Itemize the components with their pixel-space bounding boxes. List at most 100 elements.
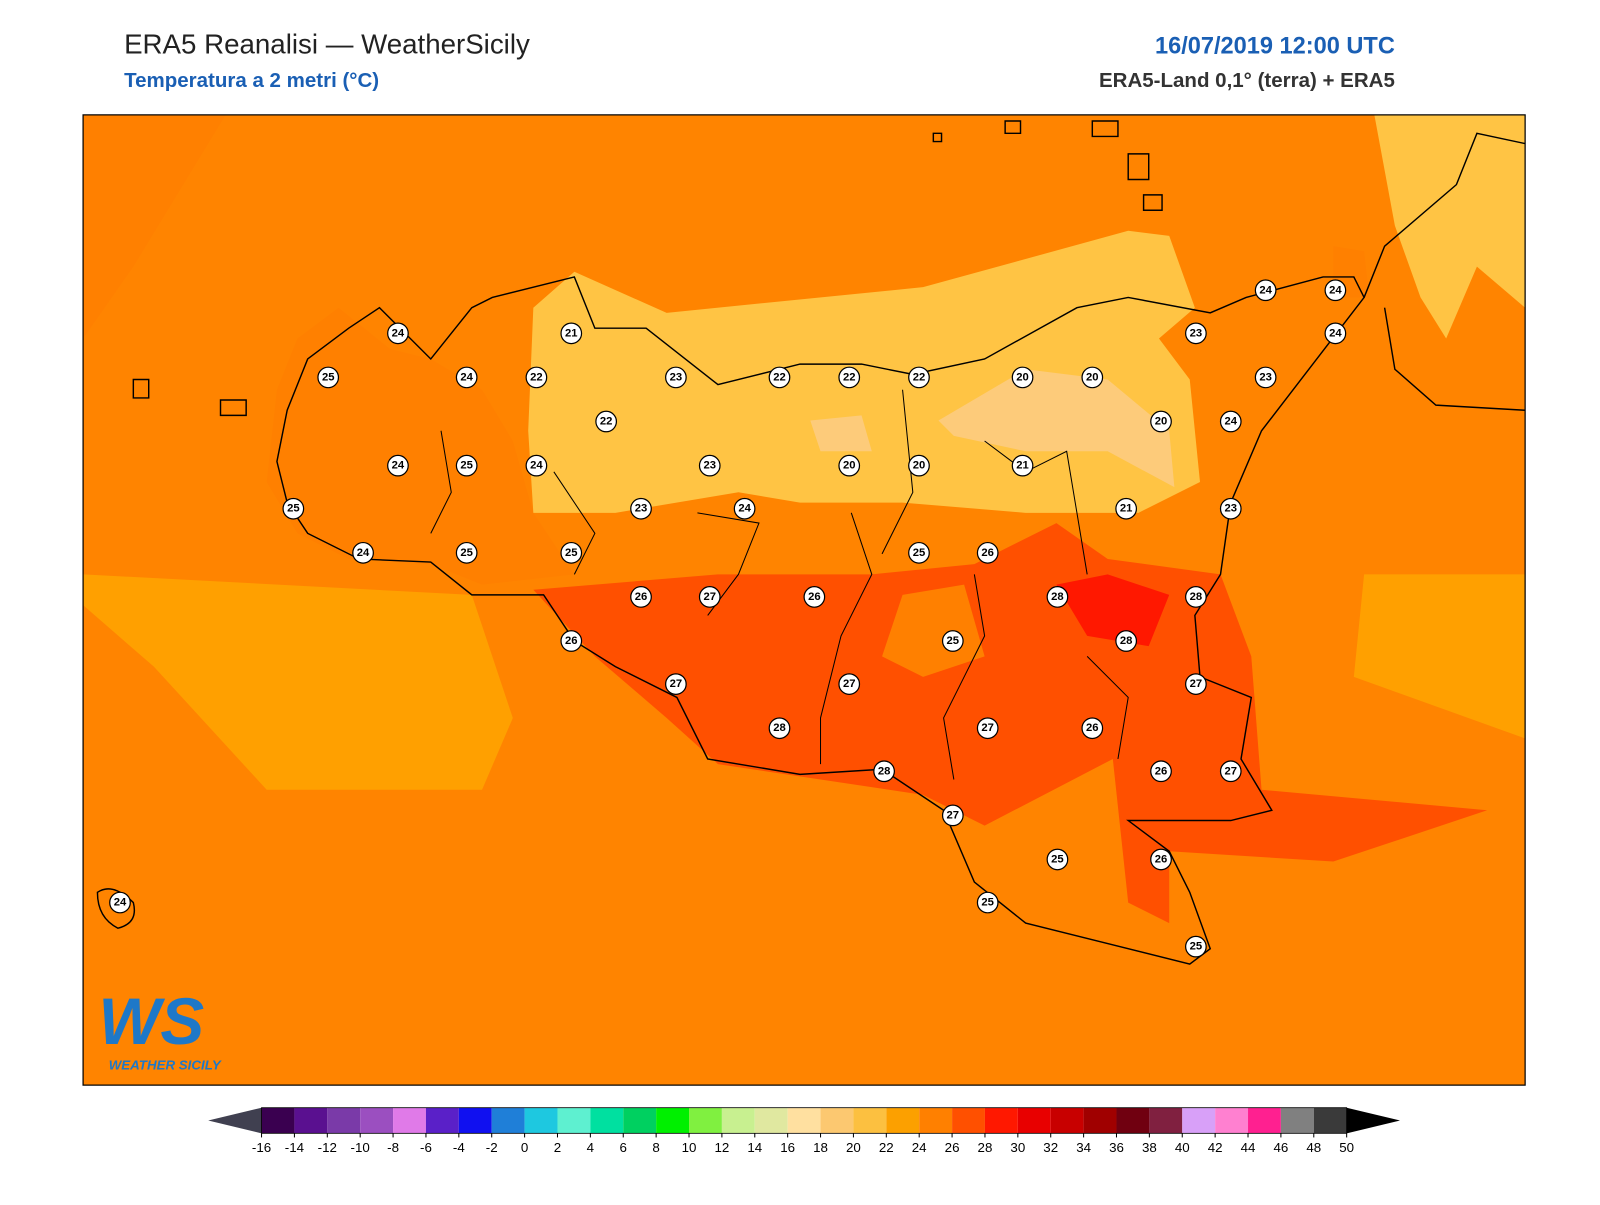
station-marker	[352, 541, 374, 564]
station-marker	[1115, 497, 1138, 520]
station-marker	[1046, 848, 1069, 871]
station-marker	[455, 366, 478, 389]
station-marker	[803, 586, 826, 608]
colorbar-box	[1017, 1107, 1051, 1134]
station-marker	[1011, 454, 1034, 477]
station-label: 21	[1016, 460, 1029, 472]
colorbar-box	[524, 1107, 558, 1134]
colorbar-box	[1215, 1107, 1249, 1134]
station-marker	[908, 366, 930, 389]
station-marker	[630, 586, 652, 608]
station-marker	[1150, 410, 1172, 433]
station-marker	[1185, 935, 1207, 958]
station-label: 24	[460, 371, 473, 383]
station-label: 22	[600, 416, 613, 428]
station-label: 25	[981, 897, 994, 909]
station-marker	[1219, 760, 1242, 783]
colorbar-tick-label: 38	[1142, 1140, 1157, 1155]
station-label: 20	[913, 460, 926, 472]
station-label: 21	[1120, 503, 1133, 515]
station-label: 23	[1190, 327, 1203, 339]
colorbar-box	[689, 1107, 722, 1134]
colorbar-box	[886, 1107, 920, 1134]
colorbar-box	[952, 1107, 985, 1134]
station-marker	[976, 717, 999, 740]
station-label: 27	[703, 591, 716, 603]
station-label: 26	[981, 547, 994, 559]
station-marker	[282, 497, 305, 520]
station-label: 22	[773, 371, 786, 383]
station-label: 24	[357, 547, 370, 559]
station-marker	[665, 366, 687, 389]
map	[83, 114, 1526, 1086]
colorbar-tick-label: 16	[780, 1140, 795, 1155]
colorbar-box	[656, 1107, 690, 1134]
colorbar-box	[393, 1107, 426, 1134]
colorbar-tick-label: -4	[453, 1140, 465, 1155]
station-marker	[838, 454, 861, 477]
colorbar-tick-label: 48	[1306, 1140, 1321, 1155]
field-zone	[882, 584, 985, 677]
station-marker	[908, 541, 930, 564]
station-marker	[698, 454, 721, 477]
colorbar-box	[294, 1107, 328, 1134]
station-label: 26	[565, 635, 578, 647]
station-label: 24	[738, 503, 751, 515]
field-zone	[533, 523, 1488, 924]
colorbar-tick-label: -6	[420, 1140, 432, 1155]
station-marker	[733, 497, 756, 520]
colorbar-box	[1050, 1107, 1084, 1134]
colorbar-box	[1248, 1107, 1281, 1134]
station-label: 26	[808, 591, 821, 603]
station-marker	[1254, 366, 1277, 389]
station-label: 27	[1225, 765, 1238, 777]
station-marker	[976, 541, 999, 564]
datetime: 16/07/2019 12:00 UTC	[1155, 32, 1395, 58]
station-marker	[455, 454, 478, 477]
field-zone	[83, 114, 226, 339]
station-label: 22	[913, 371, 926, 383]
colorbar-under	[208, 1107, 262, 1134]
colorbar-tick-label: 46	[1273, 1140, 1288, 1155]
colorbar-tick-label: 32	[1043, 1140, 1058, 1155]
station-marker	[525, 454, 548, 477]
station-label: 26	[635, 591, 648, 603]
station-label: 27	[1190, 678, 1203, 690]
colorbar-tick-label: -2	[486, 1140, 498, 1155]
station-marker	[1219, 497, 1242, 520]
station-label: 21	[565, 327, 578, 339]
station-label: 26	[1155, 853, 1168, 865]
station-label: 25	[1051, 853, 1064, 865]
station-label: 25	[322, 371, 335, 383]
station-marker	[941, 630, 964, 652]
logo-text: WEATHER SICILY	[109, 1058, 222, 1073]
colorbar-tick-label: -12	[318, 1140, 337, 1155]
station-label: 22	[843, 371, 856, 383]
station-label: 23	[1225, 503, 1238, 515]
station-label: 25	[460, 547, 473, 559]
station-label: 24	[392, 460, 405, 472]
station-label: 20	[1086, 371, 1099, 383]
colorbar-box	[590, 1107, 624, 1134]
field-zone	[266, 307, 575, 585]
colorbar-box	[1149, 1107, 1183, 1134]
station-label: 20	[1155, 416, 1168, 428]
station-label: 24	[392, 327, 405, 339]
map-frame	[82, 114, 1526, 1086]
colorbar-box	[853, 1107, 887, 1134]
station-label: 23	[1259, 371, 1272, 383]
colorbar-tick-label: 34	[1076, 1140, 1091, 1155]
station-label: 24	[1225, 416, 1238, 428]
colorbar-box	[623, 1107, 657, 1134]
station-marker	[1185, 322, 1207, 345]
station-marker	[1150, 760, 1172, 783]
colorbar-box	[1083, 1107, 1117, 1134]
station-label: 27	[981, 722, 994, 734]
colorbar-tick-label: 0	[521, 1140, 528, 1155]
colorbar-tick-label: -10	[351, 1140, 370, 1155]
station-label: 20	[1016, 371, 1029, 383]
station-label: 28	[773, 722, 786, 734]
station-label: 28	[1051, 591, 1064, 603]
station-marker	[1011, 366, 1034, 389]
station-label: 28	[1190, 591, 1203, 603]
